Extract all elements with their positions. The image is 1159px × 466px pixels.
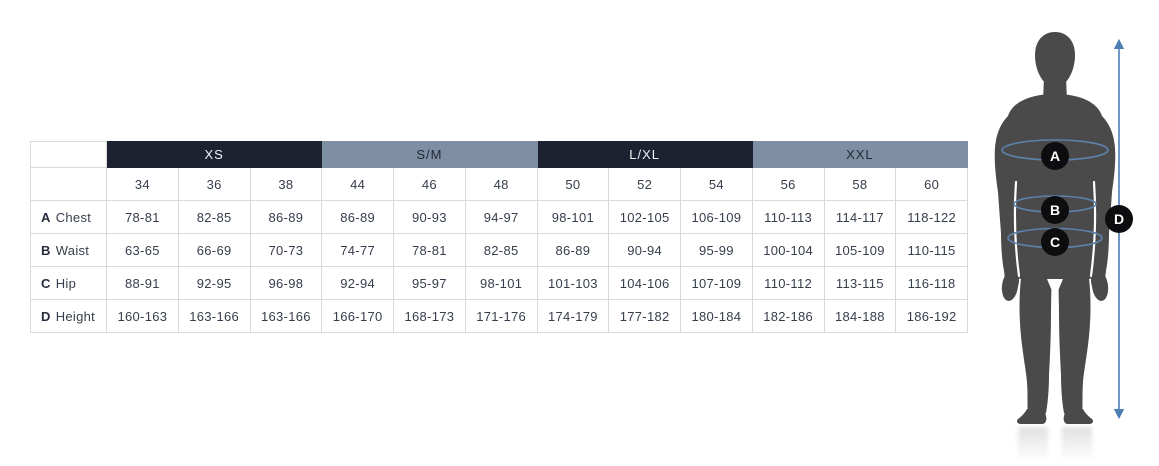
measurement-cell: 78-81 [106,200,179,234]
marker-a-badge: A [1041,142,1069,170]
measurement-cell: 98-101 [536,200,610,234]
measurement-cell: 92-95 [177,266,251,300]
size-group-header: S/M [321,141,538,168]
measurement-cell: 110-112 [751,266,825,300]
marker-b-badge: B [1041,196,1069,224]
size-header-cell: 52 [608,167,681,201]
measurement-cell: 182-186 [751,299,825,333]
measurement-cell: 106-109 [680,200,753,234]
measurement-cell: 104-106 [608,266,681,300]
measurement-cell: 180-184 [680,299,753,333]
measurement-cell: 70-73 [249,233,323,267]
measurement-cell: 98-101 [464,266,538,300]
size-header-cell: 54 [680,167,753,201]
size-group-header: XXL [751,141,969,168]
measurement-letter: C [41,275,51,291]
measurement-cell: 163-166 [177,299,251,333]
size-header-cell: 48 [464,167,538,201]
measurement-cell: 166-170 [321,299,394,333]
size-header-cell: 44 [321,167,394,201]
measurement-cell: 86-89 [536,233,610,267]
size-header-cell: 34 [106,167,179,201]
measurement-name: Hip [55,275,77,291]
measurement-cell: 95-97 [393,266,466,300]
measurement-cell: 74-77 [321,233,394,267]
table-row: D Height 160-163 163-166 163-166 166-170 168-1… [30,299,968,333]
size-header-cell: 36 [177,167,251,201]
measurement-cell: 90-94 [608,233,681,267]
measurement-cell: 110-113 [751,200,825,234]
corner-cell [30,141,107,168]
measurement-cell: 78-81 [393,233,466,267]
measurement-letter: B [41,242,51,258]
measurement-cell: 82-85 [464,233,538,267]
size-group-header: L/XL [536,141,753,168]
measurement-cell: 160-163 [106,299,179,333]
measurement-cell: 100-104 [751,233,825,267]
measurement-cell: 105-109 [823,233,897,267]
measurement-letter: A [41,209,51,225]
measurement-row-label: C Hip [30,266,107,300]
measurement-letter: D [41,308,51,324]
male-silhouette [994,32,1116,424]
measurement-cell: 107-109 [680,266,753,300]
measurement-row-label: B Waist [30,233,107,267]
measurement-cell: 86-89 [249,200,323,234]
table-row: A Chest 78-81 82-85 86-89 86-89 90-93 94-97 98-1… [30,200,968,234]
measurement-cell: 96-98 [249,266,323,300]
measurement-cell: 94-97 [464,200,538,234]
size-chart-table: XS S/M L/XL XXL 34 36 38 44 46 48 50 52 54 56 58 60 A Che… [30,141,969,333]
measurement-name: Waist [55,242,90,258]
measurement-cell: 92-94 [321,266,394,300]
measurement-cell: 113-115 [823,266,897,300]
floor-reflection [1018,427,1092,461]
measurement-cell: 177-182 [608,299,681,333]
size-header-cell: 38 [249,167,323,201]
measurement-cell: 184-188 [823,299,897,333]
measurement-cell: 118-122 [895,200,968,234]
measurement-cell: 186-192 [895,299,968,333]
marker-a-label: A [1050,148,1060,164]
measurement-cell: 171-176 [464,299,538,333]
marker-b-label: B [1050,202,1060,218]
table-row: C Hip 88-91 92-95 96-98 92-94 95-97 98-101 101-1… [30,266,968,300]
measurement-cell: 88-91 [106,266,179,300]
marker-c-badge: C [1041,228,1069,256]
size-header-cell: 46 [393,167,466,201]
size-group-header: XS [105,141,323,168]
measurement-name: Height [55,308,96,324]
size-header-cell: 56 [751,167,825,201]
measurement-cell: 82-85 [177,200,251,234]
measurement-cell: 114-117 [823,200,897,234]
marker-c-label: C [1050,234,1060,250]
measurement-row-label: D Height [30,299,107,333]
measurement-cell: 174-179 [536,299,610,333]
size-row-corner-cell [30,167,107,201]
measurement-cell: 86-89 [321,200,394,234]
body-measurement-figure: A B C D [994,32,1133,461]
size-header-cell: 60 [895,167,968,201]
table-row: B Waist 63-65 66-69 70-73 74-77 78-81 82-85 86-8… [30,233,968,267]
measurement-cell: 102-105 [608,200,681,234]
measurement-cell: 90-93 [393,200,466,234]
marker-d-label: D [1114,211,1124,227]
measurement-cell: 116-118 [895,266,968,300]
size-header-cell: 50 [536,167,610,201]
measurement-cell: 63-65 [106,233,179,267]
measurement-cell: 101-103 [536,266,610,300]
measurement-cell: 66-69 [177,233,251,267]
measurement-cell: 168-173 [393,299,466,333]
size-header-cell: 58 [823,167,897,201]
measurement-cell: 163-166 [249,299,323,333]
marker-d-badge: D [1105,205,1133,233]
measurement-name: Chest [55,209,92,225]
measurement-cell: 95-99 [680,233,753,267]
measurement-row-label: A Chest [30,200,107,234]
measurement-cell: 110-115 [895,233,968,267]
